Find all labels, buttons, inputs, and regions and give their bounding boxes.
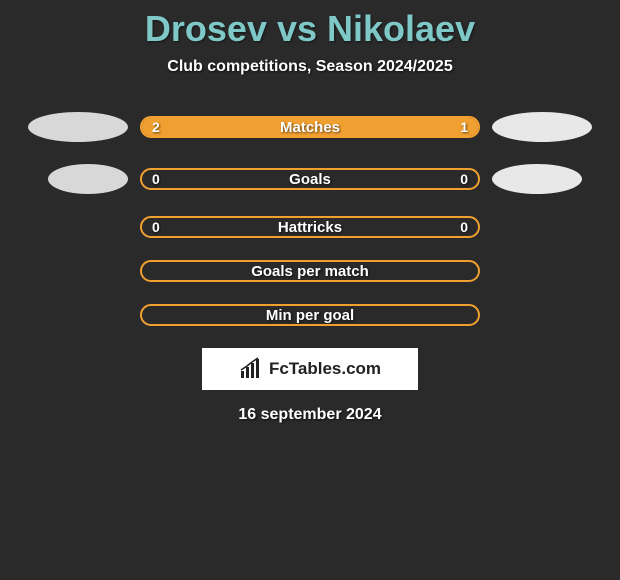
player-marker-left [28,112,128,142]
subtitle: Club competitions, Season 2024/2025 [0,58,620,76]
brand-box[interactable]: FcTables.com [202,348,418,390]
stat-row: 00Goals [0,164,620,194]
stat-bar: 00Hattricks [140,216,480,238]
stat-label: Hattricks [142,218,478,236]
stat-bar: 00Goals [140,168,480,190]
stat-bar: Min per goal [140,304,480,326]
stat-label: Matches [142,118,478,136]
stat-bar: Goals per match [140,260,480,282]
date-text: 16 september 2024 [0,406,620,424]
stat-label: Goals per match [142,262,478,280]
player-marker-right [492,112,592,142]
stat-row: Min per goal [0,304,620,326]
brand-text: FcTables.com [269,359,381,379]
chart-icon [239,357,263,381]
comparison-card: Drosev vs Nikolaev Club competitions, Se… [0,0,620,424]
page-title: Drosev vs Nikolaev [0,8,620,50]
player-marker-right [492,164,582,194]
stat-row: 00Hattricks [0,216,620,238]
stat-bar: 21Matches [140,116,480,138]
stat-label: Goals [142,170,478,188]
stat-row: 21Matches [0,112,620,142]
stat-row: Goals per match [0,260,620,282]
stat-label: Min per goal [142,306,478,324]
player-marker-left [48,164,128,194]
stats-list: 21Matches 00Goals 00Hattricks Goals per mat… [0,112,620,326]
